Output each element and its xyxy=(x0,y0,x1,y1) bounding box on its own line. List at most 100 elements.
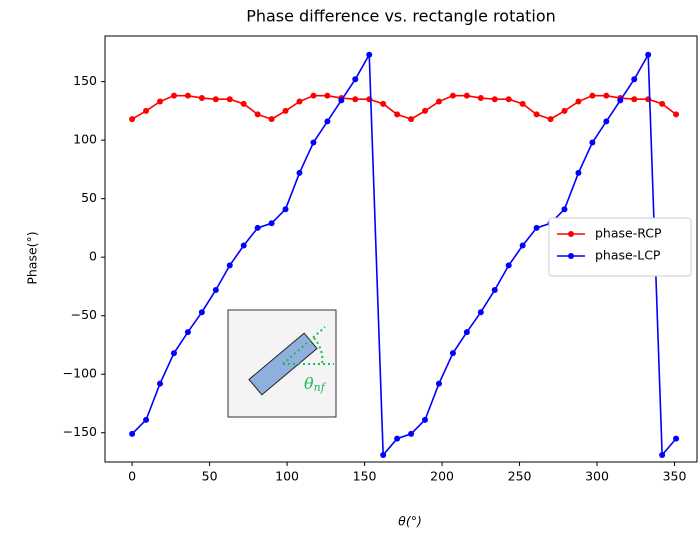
data-point xyxy=(157,380,164,387)
legend-marker xyxy=(568,231,574,237)
data-point xyxy=(170,92,177,99)
data-point xyxy=(659,100,666,107)
data-point xyxy=(198,309,205,316)
data-point xyxy=(268,116,275,123)
data-point xyxy=(533,224,540,231)
data-point xyxy=(547,116,554,123)
data-point xyxy=(505,96,512,103)
legend-label: phase-LCP xyxy=(595,248,661,263)
data-point xyxy=(519,242,526,249)
legend: phase-RCP phase-LCP xyxy=(548,217,692,277)
data-point xyxy=(310,92,317,99)
x-tick-label: 150 xyxy=(353,469,377,484)
chart-title: Phase difference vs. rectangle rotation xyxy=(246,7,556,26)
data-point xyxy=(491,96,498,103)
data-point xyxy=(143,416,150,423)
data-point xyxy=(184,92,191,99)
inset-diagram: θnf xyxy=(227,309,337,418)
data-point xyxy=(408,116,415,123)
data-point xyxy=(631,76,638,83)
data-point xyxy=(226,262,233,269)
data-point xyxy=(352,76,359,83)
data-point xyxy=(296,169,303,176)
data-point xyxy=(463,92,470,99)
data-point xyxy=(533,111,540,118)
y-tick-label: 100 xyxy=(73,132,97,147)
data-point xyxy=(519,100,526,107)
data-point xyxy=(449,350,456,357)
data-point xyxy=(463,329,470,336)
data-point xyxy=(575,98,582,105)
data-point xyxy=(449,92,456,99)
data-point xyxy=(603,118,610,125)
data-point xyxy=(254,224,261,231)
data-point xyxy=(366,51,373,58)
data-point xyxy=(170,350,177,357)
legend-frame xyxy=(548,217,692,277)
data-point xyxy=(631,96,638,103)
x-tick-label: 200 xyxy=(430,469,454,484)
data-point xyxy=(673,435,680,442)
data-point xyxy=(491,286,498,293)
data-point xyxy=(282,107,289,114)
data-point xyxy=(422,107,429,114)
legend-marker xyxy=(568,253,574,259)
data-point xyxy=(296,98,303,105)
y-tick-label: 0 xyxy=(89,249,97,264)
data-point xyxy=(157,98,164,105)
data-point xyxy=(324,92,331,99)
x-tick-label: 350 xyxy=(663,469,687,484)
x-tick-label: 0 xyxy=(128,469,136,484)
x-tick-label: 300 xyxy=(585,469,609,484)
inset-label: θnf xyxy=(304,374,327,395)
data-point xyxy=(435,98,442,105)
data-point xyxy=(268,220,275,227)
data-point xyxy=(143,107,150,114)
x-tick-label: 100 xyxy=(275,469,299,484)
data-point xyxy=(561,206,568,213)
data-point xyxy=(575,169,582,176)
data-point xyxy=(603,92,610,99)
data-point xyxy=(645,51,652,58)
inset-subscript: nf xyxy=(314,381,327,394)
y-axis-label: Phase(°) xyxy=(25,231,40,284)
x-tick-label: 50 xyxy=(202,469,218,484)
y-tick-label: −100 xyxy=(63,366,97,381)
data-point xyxy=(184,329,191,336)
y-tick-label: −150 xyxy=(63,424,97,439)
data-point xyxy=(240,242,247,249)
data-point xyxy=(338,97,345,104)
y-tick-label: 150 xyxy=(73,73,97,88)
rotated-axis xyxy=(282,326,326,365)
data-point xyxy=(659,451,666,458)
data-point xyxy=(198,95,205,102)
data-point xyxy=(394,435,401,442)
data-point xyxy=(477,95,484,102)
data-point xyxy=(254,111,261,118)
data-point xyxy=(673,111,680,118)
data-point xyxy=(226,96,233,103)
data-point xyxy=(212,96,219,103)
data-point xyxy=(129,116,136,123)
data-point xyxy=(240,100,247,107)
data-point xyxy=(435,380,442,387)
series-line xyxy=(131,94,677,120)
data-point xyxy=(352,96,359,103)
legend-label: phase-RCP xyxy=(595,226,662,241)
y-tick-label: −50 xyxy=(71,307,97,322)
x-tick-label: 250 xyxy=(508,469,532,484)
data-point xyxy=(282,206,289,213)
data-point xyxy=(324,118,331,125)
angle-arc xyxy=(313,337,324,365)
data-point xyxy=(380,451,387,458)
plot-frame xyxy=(104,35,698,463)
series-line xyxy=(131,51,677,458)
data-point xyxy=(505,262,512,269)
data-point xyxy=(129,430,136,437)
data-point xyxy=(477,309,484,316)
data-point xyxy=(380,100,387,107)
data-point xyxy=(394,111,401,118)
y-tick-label: 50 xyxy=(81,190,97,205)
data-point xyxy=(617,97,624,104)
